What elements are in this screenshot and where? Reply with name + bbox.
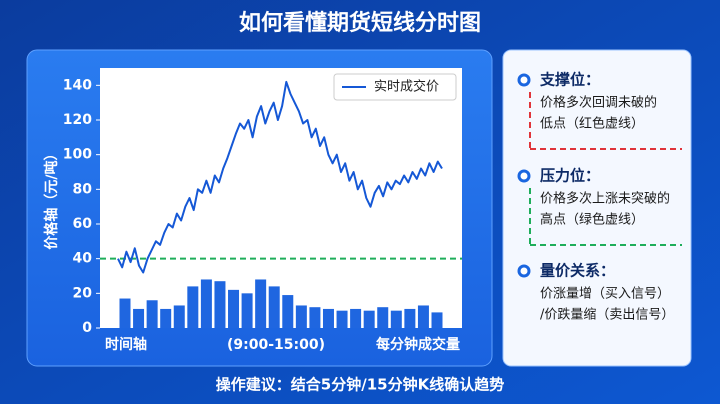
note-icon xyxy=(517,73,531,87)
volume-bar xyxy=(241,293,253,328)
volume-bar xyxy=(146,300,158,328)
note-text: 低点（红色虚线） xyxy=(540,116,644,132)
note-icon xyxy=(517,264,531,278)
y-tick-label: 0 xyxy=(82,320,92,336)
volume-bar xyxy=(322,308,334,328)
price-line xyxy=(117,80,443,274)
legend-box xyxy=(333,73,457,101)
volume-bar xyxy=(417,305,429,328)
volume-bar xyxy=(336,310,348,328)
volume-bar xyxy=(431,312,443,328)
note-text: 价格多次上涨未突破的 xyxy=(540,191,670,207)
volume-bar xyxy=(350,308,362,328)
x-annotation: (9:00-15:00) xyxy=(227,337,325,353)
y-tick-label: 20 xyxy=(73,285,93,301)
y-tick-label: 140 xyxy=(63,77,92,93)
y-tick-label: 80 xyxy=(73,181,93,197)
footer: 操作建议：结合5分钟/15分钟K线确认趋势 xyxy=(216,376,504,394)
volume-bar xyxy=(173,305,185,328)
y-tick-label: 40 xyxy=(73,251,93,267)
volume-bar xyxy=(404,308,416,328)
note-title: 量价关系： xyxy=(540,262,615,280)
page-title: 如何看懂期货短线分时图 xyxy=(239,10,481,36)
volume-bar xyxy=(133,308,145,328)
volume-bar xyxy=(255,279,267,328)
volume-bar xyxy=(309,307,321,328)
volume-bar xyxy=(228,289,240,328)
volume-bar xyxy=(200,279,212,328)
volume-bar xyxy=(377,307,389,328)
legend-label: 实时成交价 xyxy=(374,79,439,95)
volume-bar xyxy=(268,286,280,328)
volume-bar xyxy=(390,310,402,328)
y-tick-label: 60 xyxy=(73,216,93,232)
volume-bar xyxy=(282,295,294,328)
volume-bar xyxy=(214,281,226,328)
x-annotation: 时间轴 xyxy=(105,336,147,353)
note-text: 价涨量增（买入信号） xyxy=(540,287,670,302)
volume-bar xyxy=(119,298,131,328)
volume-bar xyxy=(363,310,375,328)
y-tick-label: 120 xyxy=(63,112,92,128)
note-title: 支撑位： xyxy=(539,71,600,89)
y-tick-label: 100 xyxy=(63,147,92,163)
note-title: 压力位： xyxy=(540,167,600,185)
y-axis-label: 价格轴（元/吨） xyxy=(43,146,60,249)
volume-bar xyxy=(295,305,307,328)
note-text: 高点（绿色虚线） xyxy=(540,212,644,228)
volume-bar xyxy=(160,308,172,328)
notes-panel xyxy=(502,49,692,367)
x-annotation: 每分钟成交量 xyxy=(376,336,460,353)
note-icon xyxy=(517,169,531,183)
note-text: 价格多次回调未破的 xyxy=(540,95,657,111)
volume-bar xyxy=(187,286,199,328)
note-text: /价跌量缩（卖出信号） xyxy=(540,307,674,323)
